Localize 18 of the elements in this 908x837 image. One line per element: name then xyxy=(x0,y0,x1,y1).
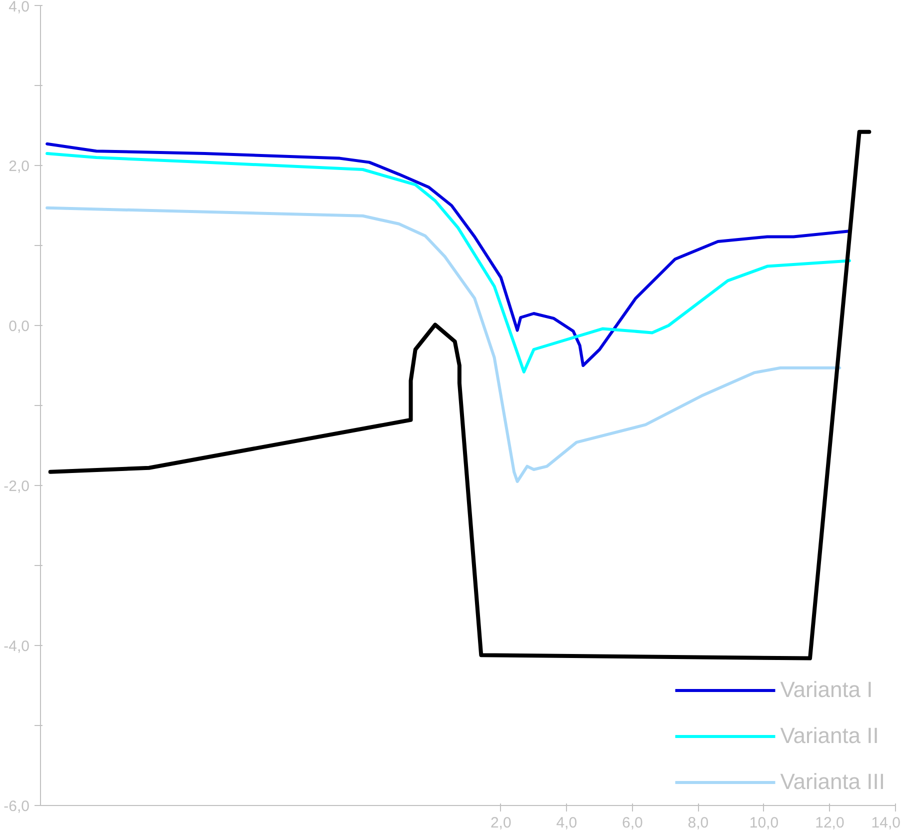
y-tick-label: -4,0 xyxy=(4,638,30,655)
x-tick-label: 2,0 xyxy=(490,814,512,832)
x-tick-label: 8,0 xyxy=(688,814,709,832)
x-tick-label: 6,0 xyxy=(622,814,643,832)
y-tick-label: -6,0 xyxy=(4,798,30,815)
line-series xyxy=(46,206,842,483)
y-tick-label: 2,0 xyxy=(8,158,30,175)
y-tick-label: 0,0 xyxy=(8,318,30,335)
y-tick-label: 4,0 xyxy=(8,0,30,16)
x-tick-label: 4,0 xyxy=(556,814,578,832)
line-series xyxy=(48,130,872,660)
y-tick-label: -2,0 xyxy=(4,478,30,495)
legend-label: Varianta II xyxy=(780,723,879,749)
x-tick-label: 12,0 xyxy=(815,814,844,832)
x-tick-label: 14,0 xyxy=(871,814,901,832)
legend-label: Varianta III xyxy=(780,769,885,795)
legend-label: Varianta I xyxy=(780,677,873,703)
x-tick-label: 10,0 xyxy=(749,814,779,832)
